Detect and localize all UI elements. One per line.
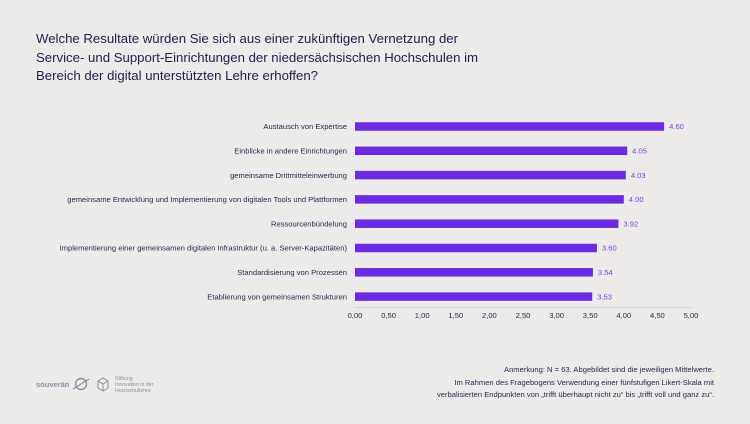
stiftung-logo-line: Stiftung [115,376,133,382]
x-tick-label: 2,50 [516,311,531,320]
value-label: 4.03 [631,171,646,180]
bar [355,268,593,277]
bar [355,219,619,228]
x-tick-label: 3,00 [549,311,564,320]
category-label: Einblicke in andere Einrichtungen [234,147,347,156]
bar [355,243,597,253]
x-tick-labels-group: 0,00 0,50 1,00 1,50 2,00 2,50 3,00 3,50 4,00 4,50… [348,311,699,320]
x-tick-label: 0,00 [348,311,363,320]
category-labels-group: Austausch von Expertise Einblicke in ande… [60,122,348,301]
chart-title-line: Bereich der digital unterstützten Lehre … [36,68,319,83]
value-labels-group: 4.60 4.05 4.03 4.00 3.92 3.60 3.54 3.53 [597,122,684,301]
bars-group [355,122,665,301]
category-label: Ressourcenbündelung [271,219,347,228]
x-tick-label: 3,50 [583,311,598,320]
x-tick-label: 4,00 [616,311,631,320]
category-label: gemeinsame Entwicklung und Implementieru… [67,195,347,204]
value-label: 3.54 [598,268,613,277]
value-label: 4.00 [629,195,644,204]
x-tick-label: 1,00 [415,311,430,320]
x-tick-label: 0,50 [381,311,396,320]
souveran-logo-icon [73,377,90,391]
value-label: 4.60 [669,122,684,131]
souveran-logo: souverän [36,377,91,391]
footnote-line: verbalisierten Endpunkten von „trifft üb… [436,390,714,400]
value-label: 3.60 [602,244,617,253]
x-tick-label: 1,50 [448,311,463,320]
stiftung-logo-line: Innovation in der [115,382,154,388]
chart-title-line: Welche Resultate würden Sie sich aus ein… [36,31,459,46]
footnote-line: Im Rahmen des Fragebogens Verwendung ein… [454,377,714,387]
bar [355,170,626,180]
value-label: 3.53 [597,292,612,301]
stiftung-logo: Stiftung Innovation in der Hochschullehr… [95,376,153,394]
category-label: Implementierung einer gemeinsamen digita… [60,244,348,253]
x-tick-label: 4,50 [650,311,665,320]
category-label: Austausch von Expertise [263,122,347,131]
bar [355,146,628,156]
footnote: Anmerkung: N = 63. Abgebildet sind die j… [437,364,714,402]
stiftung-logo-icon [97,377,109,392]
bar [355,122,665,131]
chart-title-line: Service- und Support-Einrichtungen der n… [36,49,479,65]
category-label: Etablierung von gemeinsamen Strukturen [207,292,347,301]
bar [355,195,624,204]
souveran-logo-text: souverän [36,379,70,389]
footnote-line: Anmerkung: N = 63. Abgebildet sind die j… [504,365,714,374]
value-label: 3.92 [623,219,638,228]
x-tick-label: 2,00 [482,311,497,320]
value-label: 4.05 [632,147,647,156]
category-label: Standardisierung von Prozessen [237,268,347,277]
stiftung-logo-line: Hochschullehre [115,388,151,394]
x-tick-label: 5,00 [684,311,699,320]
chart-title: Welche Resultate würden Sie sich aus ein… [36,30,506,86]
category-label: gemeinsame Drittmitteleinwerbung [230,171,347,180]
bar [355,292,593,301]
